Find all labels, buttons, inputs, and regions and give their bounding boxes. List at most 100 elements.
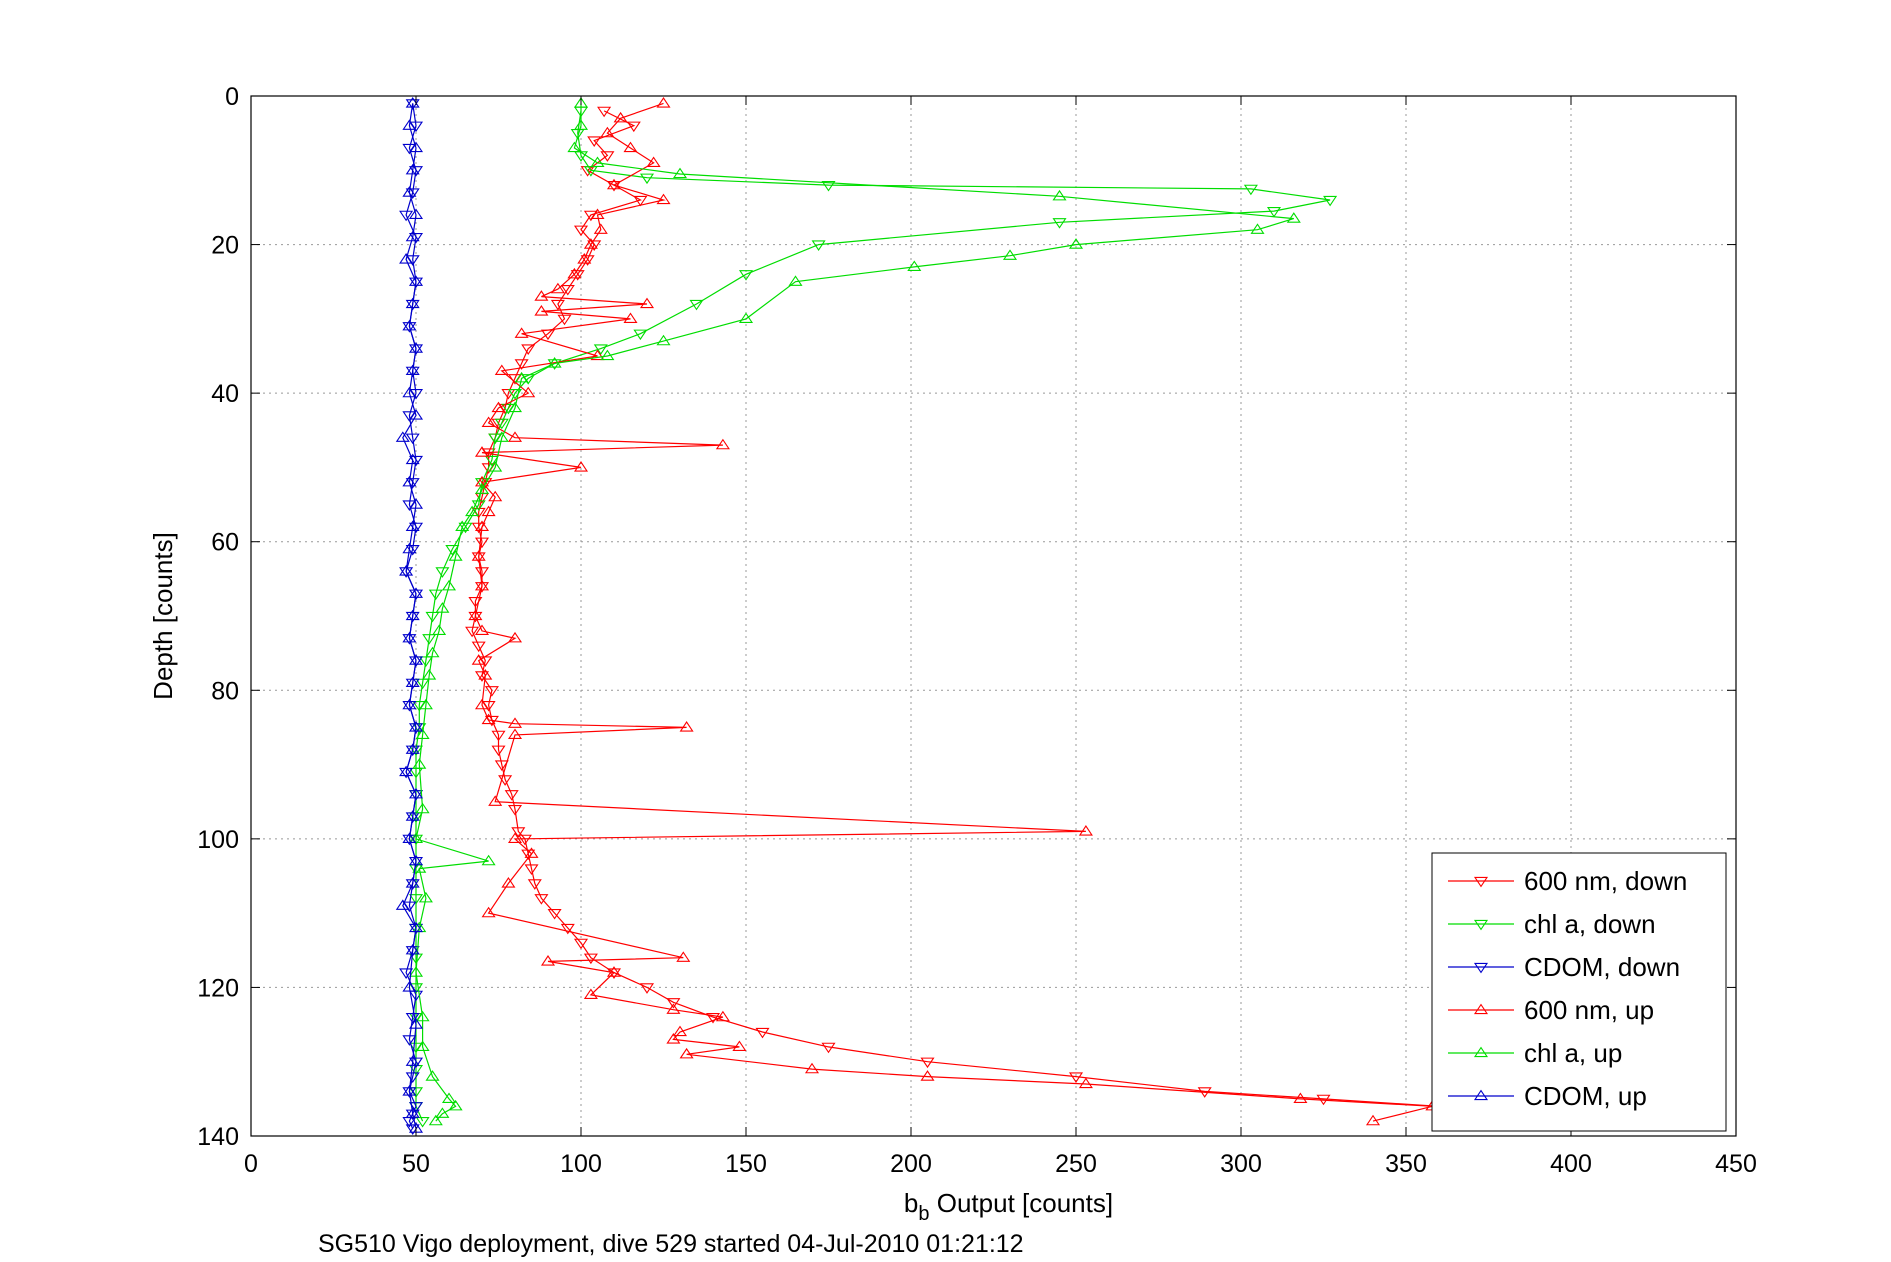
- data-point: [514, 371, 529, 383]
- legend-item: chl a, up: [1448, 1038, 1622, 1068]
- data-point: [408, 790, 424, 801]
- data-point: [676, 951, 691, 962]
- data-point: [405, 1055, 420, 1066]
- y-tick-label: 40: [211, 380, 239, 408]
- data-point: [550, 282, 565, 294]
- data-point: [567, 267, 582, 279]
- data-point: [405, 163, 420, 175]
- data-point: [445, 544, 460, 556]
- data-point: [399, 565, 414, 576]
- data-point: [402, 319, 417, 331]
- data-point: [425, 1070, 440, 1081]
- data-point: [639, 983, 655, 994]
- data-point: [455, 520, 470, 532]
- data-point: [600, 126, 615, 138]
- data-point: [507, 431, 523, 442]
- data-point: [474, 567, 490, 578]
- data-point: [441, 1092, 457, 1104]
- data-point: [412, 862, 427, 873]
- data-point: [540, 955, 556, 966]
- data-point: [425, 646, 440, 658]
- data-point: [488, 490, 503, 502]
- data-point: [593, 223, 608, 234]
- x-tick-label: 400: [1550, 1150, 1592, 1178]
- data-point: [425, 611, 440, 623]
- legend-label: CDOM, down: [1524, 952, 1680, 982]
- data-point: [405, 877, 420, 888]
- data-point: [1250, 223, 1265, 234]
- legend-marker: [1473, 1089, 1489, 1101]
- data-point: [408, 894, 424, 905]
- data-point: [471, 500, 486, 511]
- data-point: [402, 631, 417, 643]
- data-point: [481, 505, 496, 517]
- data-point: [507, 631, 523, 643]
- data-point: [448, 550, 463, 561]
- data-point: [494, 364, 509, 376]
- x-tick-label: 50: [402, 1150, 430, 1178]
- data-point: [534, 290, 549, 301]
- data-point: [488, 461, 503, 472]
- data-point: [511, 827, 526, 838]
- data-point: [435, 567, 450, 578]
- data-point: [666, 1033, 681, 1044]
- data-point: [521, 344, 536, 355]
- data-point: [534, 894, 549, 905]
- data-point: [755, 1027, 770, 1039]
- data-point: [405, 1012, 420, 1024]
- data-point: [521, 386, 536, 398]
- data-point: [481, 854, 496, 866]
- data-point: [1078, 825, 1093, 836]
- data-point: [573, 938, 589, 950]
- legend-box: [1431, 852, 1727, 1132]
- x-tick-label: 450: [1715, 1150, 1757, 1178]
- data-point: [1002, 249, 1018, 260]
- data-point: [1068, 1072, 1084, 1083]
- data-point: [408, 1018, 424, 1029]
- data-point: [672, 167, 688, 179]
- data-point: [399, 767, 414, 779]
- legend-marker: [1473, 876, 1489, 888]
- data-point: [408, 854, 424, 866]
- data-point: [507, 728, 523, 740]
- data-point: [408, 1102, 424, 1113]
- data-point: [484, 686, 499, 697]
- data-point: [613, 111, 628, 123]
- data-point: [494, 418, 509, 430]
- data-point: [405, 609, 420, 621]
- legend-label: CDOM, up: [1524, 1081, 1647, 1111]
- data-point: [633, 195, 648, 207]
- data-point: [408, 141, 424, 153]
- legend-label: 600 nm, down: [1524, 866, 1687, 896]
- data-point: [408, 409, 424, 420]
- series-line: [474, 102, 1433, 1122]
- data-point: [821, 1042, 836, 1054]
- data-point: [507, 401, 523, 413]
- series-line: [471, 110, 1548, 1122]
- data-point: [583, 953, 598, 965]
- data-point: [405, 364, 420, 376]
- data-point: [488, 795, 503, 806]
- data-point: [481, 713, 496, 725]
- data-point: [570, 270, 585, 281]
- x-tick-label: 100: [560, 1150, 602, 1178]
- y-tick-label: 80: [211, 677, 239, 705]
- data-point: [415, 1040, 430, 1052]
- data-point: [679, 721, 694, 732]
- data-point: [679, 1047, 694, 1059]
- data-point: [560, 923, 575, 935]
- data-point: [395, 899, 410, 910]
- legend-label: chl a, up: [1524, 1038, 1622, 1068]
- data-point: [418, 698, 433, 710]
- x-tick-label: 200: [890, 1150, 932, 1178]
- data-point: [408, 723, 424, 734]
- data-point: [732, 1040, 747, 1052]
- data-point: [1323, 195, 1338, 207]
- data-point: [399, 253, 414, 264]
- plot-area: [395, 97, 1555, 1135]
- data-point: [474, 483, 490, 494]
- data-point: [1068, 238, 1084, 249]
- y-tick-label: 60: [211, 529, 239, 557]
- data-point: [623, 312, 638, 324]
- data-point: [501, 877, 516, 888]
